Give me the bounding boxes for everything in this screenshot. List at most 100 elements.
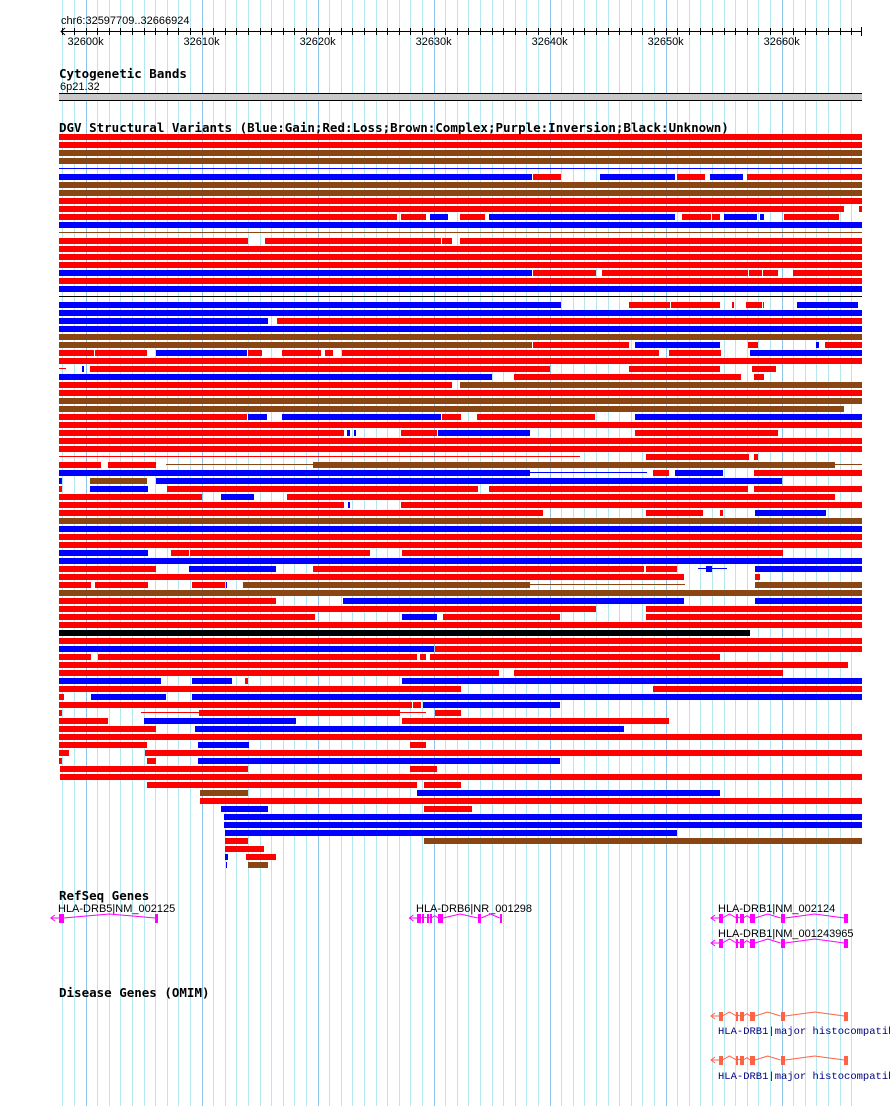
sv-segment[interactable] (59, 646, 434, 652)
sv-segment[interactable] (98, 654, 417, 660)
sv-segment[interactable] (59, 726, 156, 732)
sv-segment[interactable] (167, 486, 478, 492)
sv-segment[interactable] (646, 606, 862, 612)
sv-segment[interactable] (59, 446, 862, 452)
sv-segment[interactable] (424, 838, 862, 844)
sv-segment[interactable] (635, 430, 778, 436)
sv-segment[interactable] (348, 502, 350, 508)
sv-segment[interactable] (224, 814, 862, 820)
sv-segment[interactable] (646, 566, 677, 572)
sv-segment[interactable] (825, 342, 862, 348)
sv-segment[interactable] (59, 222, 862, 228)
sv-segment[interactable] (646, 614, 862, 620)
sv-segment[interactable] (60, 766, 248, 772)
sv-segment[interactable] (59, 374, 492, 380)
sv-segment[interactable] (682, 214, 711, 220)
sv-segment[interactable] (59, 470, 530, 476)
sv-segment[interactable] (747, 174, 862, 180)
gene-label[interactable]: HLA-DRB1|major histocompatibi (718, 1071, 890, 1083)
gene[interactable]: HLA-DRB1|major histocompatibi (710, 1055, 890, 1083)
sv-segment[interactable] (59, 182, 862, 188)
sv-segment-thin[interactable] (59, 232, 862, 233)
sv-segment-thin[interactable] (530, 472, 647, 473)
sv-segment[interactable] (313, 462, 835, 468)
sv-segment[interactable] (192, 582, 225, 588)
sv-segment[interactable] (145, 750, 862, 756)
sv-segment[interactable] (192, 678, 232, 684)
sv-segment[interactable] (763, 302, 764, 308)
sv-segment[interactable] (59, 174, 532, 180)
sv-segment[interactable] (755, 574, 760, 580)
sv-segment[interactable] (156, 478, 782, 484)
sv-segment[interactable] (59, 510, 543, 516)
sv-segment[interactable] (343, 598, 684, 604)
sv-segment[interactable] (653, 470, 669, 476)
sv-segment[interactable] (248, 350, 262, 356)
sv-segment[interactable] (245, 678, 248, 684)
gene-label[interactable]: HLA-DRB5|NM_002125 (58, 903, 175, 915)
sv-segment-thin[interactable] (59, 368, 66, 369)
sv-segment[interactable] (59, 422, 862, 428)
sv-segment[interactable] (59, 542, 862, 548)
sv-segment[interactable] (221, 806, 268, 812)
sv-segment[interactable] (59, 358, 862, 364)
sv-segment[interactable] (59, 134, 862, 140)
gene[interactable]: HLA-DRB1|NM_002124 (710, 903, 848, 923)
sv-segment[interactable] (797, 302, 858, 308)
gene-label[interactable]: HLA-DRB1|major histocompatibi (718, 1026, 890, 1038)
sv-segment[interactable] (675, 470, 723, 476)
sv-segment[interactable] (460, 382, 862, 388)
sv-segment[interactable] (420, 654, 426, 660)
sv-segment[interactable] (755, 566, 862, 572)
sv-segment[interactable] (59, 638, 862, 644)
sv-segment[interactable] (438, 430, 530, 436)
sv-segment[interactable] (629, 302, 670, 308)
sv-segment[interactable] (59, 606, 596, 612)
sv-segment[interactable] (313, 566, 644, 572)
sv-segment[interactable] (282, 414, 441, 420)
sv-segment-thin[interactable] (698, 568, 727, 569)
sv-segment-thin[interactable] (166, 464, 313, 465)
sv-segment[interactable] (59, 486, 62, 492)
sv-segment[interactable] (325, 350, 333, 356)
sv-segment[interactable] (199, 710, 400, 716)
sv-segment[interactable] (410, 766, 437, 772)
sv-segment[interactable] (423, 702, 560, 708)
sv-segment[interactable] (265, 238, 441, 244)
sv-segment[interactable] (816, 342, 819, 348)
sv-segment[interactable] (677, 174, 705, 180)
sv-segment[interactable] (59, 334, 862, 340)
sv-segment[interactable] (90, 486, 148, 492)
sv-segment[interactable] (435, 710, 461, 716)
sv-segment[interactable] (635, 342, 720, 348)
sv-segment[interactable] (198, 758, 560, 764)
sv-segment[interactable] (59, 534, 862, 540)
sv-segment[interactable] (226, 862, 227, 868)
sv-segment[interactable] (424, 782, 461, 788)
sv-segment[interactable] (754, 470, 862, 476)
sv-segment[interactable] (195, 726, 624, 732)
sv-segment[interactable] (600, 174, 675, 180)
sv-segment[interactable] (91, 694, 166, 700)
sv-segment[interactable] (347, 430, 350, 436)
sv-segment-thin[interactable] (59, 456, 580, 457)
sv-segment[interactable] (147, 758, 156, 764)
sv-segment[interactable] (671, 302, 720, 308)
sv-segment[interactable] (59, 310, 862, 316)
sv-segment[interactable] (410, 742, 426, 748)
sv-segment[interactable] (720, 510, 723, 516)
sv-segment[interactable] (224, 822, 862, 828)
sv-segment[interactable] (225, 830, 677, 836)
sv-segment[interactable] (342, 350, 659, 356)
sv-segment[interactable] (732, 302, 734, 308)
sv-segment[interactable] (413, 702, 421, 708)
sv-segment[interactable] (59, 614, 315, 620)
sv-segment[interactable] (602, 270, 748, 276)
sv-segment[interactable] (710, 174, 743, 180)
sv-segment[interactable] (59, 686, 461, 692)
sv-segment[interactable] (669, 350, 721, 356)
sv-segment[interactable] (442, 238, 452, 244)
sv-segment[interactable] (477, 414, 595, 420)
sv-segment[interactable] (226, 582, 227, 588)
sv-segment[interactable] (748, 342, 758, 348)
